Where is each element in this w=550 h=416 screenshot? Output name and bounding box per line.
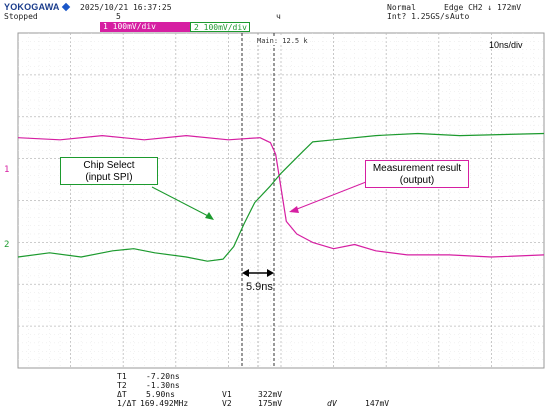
chip-select-callout: Chip Select (input SPI) — [60, 157, 158, 185]
delta-arrowhead-right — [267, 269, 274, 277]
delta-arrowhead-left — [242, 269, 249, 277]
traces — [17, 132, 545, 262]
measurement-arrow — [291, 181, 367, 212]
brand-logo-text: YOKOGAWA — [4, 2, 60, 12]
t2-label: T2 — [117, 381, 127, 390]
datetime-readout: 2025/10/21 16:37:25 — [80, 3, 172, 12]
dt-label: ΔT — [117, 390, 127, 399]
sample-rate: Int? 1.25GS/s — [387, 12, 450, 21]
dt-value: 5.90ns — [146, 390, 175, 399]
dv-label: dV — [327, 399, 337, 408]
inv-dt-value: 169.492MHz — [140, 399, 189, 408]
t1-value: -7.20ns — [146, 372, 180, 381]
acquisition-status: Stopped — [4, 12, 38, 21]
measurement-result-callout: Measurement result (output) — [365, 160, 469, 188]
screen-border — [17, 32, 545, 369]
acquisition-mode: Auto — [450, 12, 470, 21]
main-zoom-label: Main: 12.5 k — [256, 37, 309, 45]
inv-dt-label: 1/ΔT — [117, 399, 137, 408]
trigger-position-marker: ч — [276, 12, 281, 21]
v1-value: 322mV — [258, 390, 283, 399]
dv-value: 147mV — [365, 399, 390, 408]
t1-label: T1 — [117, 372, 127, 381]
channel-2-badge[interactable]: 2 100mV/div — [190, 22, 250, 32]
trace-ch2 — [17, 132, 545, 262]
chip-select-arrow — [151, 186, 213, 219]
measurement-arrowhead — [289, 206, 299, 213]
ch1-level-marker: 1 — [4, 165, 9, 175]
v1-label: V1 — [222, 390, 232, 399]
measurement-result-subtitle: (output) — [399, 175, 435, 186]
time-per-div: 10ns/div — [489, 40, 523, 50]
channel-1-badge[interactable]: 1 100mV/div — [100, 22, 190, 32]
history-number: 5 — [116, 12, 121, 21]
delta-time-label: 5.9ns — [246, 281, 273, 293]
measurement-result-title: Measurement result — [372, 163, 462, 174]
v2-value: 175mV — [258, 399, 283, 408]
trigger-mode: Normal — [387, 3, 416, 12]
cursor-lines — [241, 33, 275, 368]
trigger-info: Edge CH2 ↓ 172mV — [444, 3, 522, 12]
chip-select-arrowhead — [205, 212, 214, 220]
t2-value: -1.30ns — [146, 381, 180, 390]
chip-select-title: Chip Select — [83, 160, 135, 171]
ch2-level-marker: 2 — [4, 240, 9, 250]
v2-label: V2 — [222, 399, 232, 408]
chip-select-subtitle: (input SPI) — [85, 172, 133, 183]
trace-ch1 — [17, 135, 545, 258]
